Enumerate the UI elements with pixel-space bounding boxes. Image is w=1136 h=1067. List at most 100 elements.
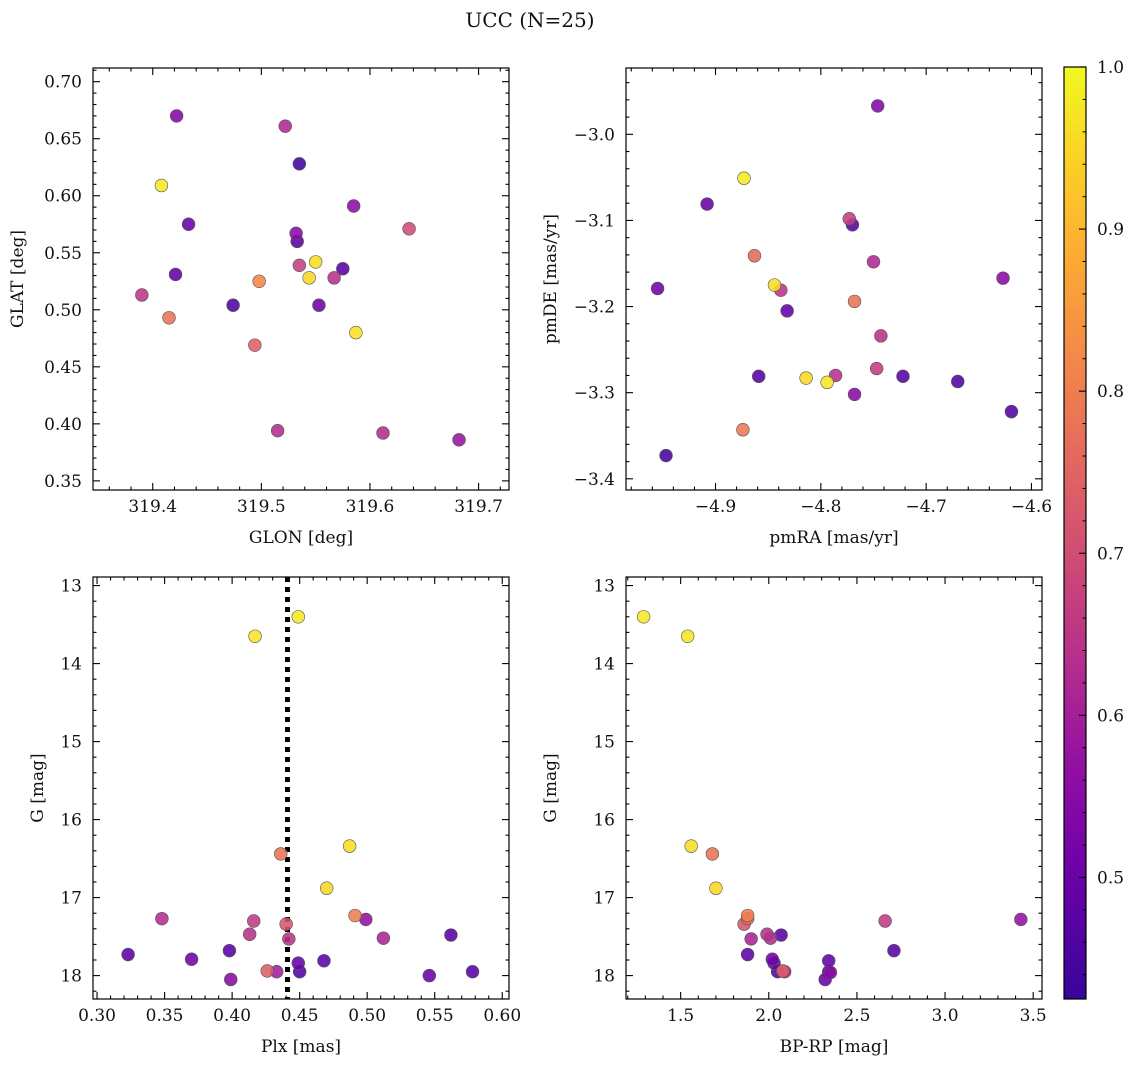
data-point xyxy=(799,371,813,385)
data-point xyxy=(282,932,296,946)
x-axis-label: pmRA [mas/yr] xyxy=(769,528,898,548)
y-tick-label: −3.1 xyxy=(574,211,615,231)
x-tick-label: 0.45 xyxy=(281,1006,319,1026)
data-point xyxy=(869,361,884,376)
x-tick-label: 0.30 xyxy=(78,1006,116,1026)
data-point xyxy=(847,387,862,402)
x-tick-label: 0.50 xyxy=(348,1006,386,1026)
data-point xyxy=(226,298,240,312)
data-point xyxy=(278,119,292,133)
y-tick-label: 17 xyxy=(60,889,82,909)
y-tick-label: 0.35 xyxy=(44,472,82,492)
x-axis-label: BP-RP [mag] xyxy=(780,1037,889,1057)
data-point xyxy=(135,288,149,302)
data-point xyxy=(302,271,316,285)
data-point xyxy=(292,258,307,273)
data-point xyxy=(659,448,673,463)
data-point xyxy=(700,197,714,211)
data-point xyxy=(154,178,169,193)
y-tick-label: −3.2 xyxy=(574,298,615,318)
x-tick-label: 0.35 xyxy=(146,1006,184,1026)
x-tick-label: −4.6 xyxy=(1011,497,1052,517)
data-point xyxy=(252,274,266,288)
y-tick-label: 13 xyxy=(60,577,82,597)
x-tick-label: −4.9 xyxy=(695,497,736,517)
x-tick-label: 2.0 xyxy=(755,1006,782,1026)
data-point xyxy=(744,932,758,946)
x-tick-label: 1.5 xyxy=(667,1006,694,1026)
data-point xyxy=(308,255,323,269)
data-point xyxy=(317,954,331,968)
x-tick-label: 0.55 xyxy=(416,1006,454,1026)
y-tick-label: 0.55 xyxy=(44,244,82,264)
data-point xyxy=(452,433,466,447)
data-point xyxy=(349,325,363,340)
y-axis-label: G [mag] xyxy=(28,753,48,822)
data-point xyxy=(336,262,350,276)
y-tick-label: −3.0 xyxy=(574,125,615,145)
data-point xyxy=(1014,912,1028,927)
data-point xyxy=(346,199,361,213)
colorbar-gradient xyxy=(1063,66,1087,1000)
y-tick-label: 18 xyxy=(593,967,615,987)
data-point xyxy=(737,171,751,185)
y-tick-label: 17 xyxy=(593,889,615,909)
data-point xyxy=(887,943,901,958)
data-point xyxy=(376,426,390,440)
colorbar-tick-label: 0.6 xyxy=(1097,706,1124,726)
y-tick-label: 13 xyxy=(593,577,615,597)
data-point xyxy=(312,298,326,312)
axes-frame xyxy=(625,576,1043,1000)
y-tick-label: 0.60 xyxy=(44,187,82,207)
data-point xyxy=(169,109,184,123)
y-axis-label: pmDE [mas/yr] xyxy=(541,214,561,344)
y-tick-label: 15 xyxy=(593,733,615,753)
data-point xyxy=(767,278,782,292)
y-axis-label: GLAT [deg] xyxy=(8,230,28,328)
x-tick-label: 2.5 xyxy=(843,1006,870,1026)
data-point xyxy=(765,952,780,966)
data-point xyxy=(874,329,888,343)
data-point xyxy=(684,839,698,853)
data-point xyxy=(274,847,288,861)
data-point xyxy=(270,423,285,438)
scatter-panels: 319.4 319.5 319.6 319.7 0.35 0.40 0.45 0.50 0.55… xyxy=(8,67,1052,1057)
data-point xyxy=(155,911,169,926)
x-tick-label: 319.4 xyxy=(128,497,177,517)
panel-2: −4.9 −4.8 −4.7 −4.6 −3.4 −3.3 −3.2 −3.1 −3.0 pmRA… xyxy=(541,67,1052,548)
data-point xyxy=(247,914,261,928)
ticks xyxy=(626,68,1042,490)
data-point xyxy=(866,255,881,269)
data-point xyxy=(740,908,755,923)
axes-frame xyxy=(625,67,1043,491)
data-point xyxy=(650,281,665,296)
data-point xyxy=(760,927,774,941)
y-tick-label: 0.45 xyxy=(44,358,82,378)
y-tick-label: 16 xyxy=(593,811,615,831)
colorbar-tick-label: 0.9 xyxy=(1097,220,1124,240)
data-point xyxy=(705,847,720,861)
data-point xyxy=(289,226,303,241)
data-point xyxy=(996,271,1010,285)
y-tick-label: 14 xyxy=(60,655,82,675)
data-point xyxy=(896,369,910,384)
y-tick-label: −3.4 xyxy=(574,470,615,490)
x-tick-label: 319.6 xyxy=(346,497,395,517)
y-tick-label: −3.3 xyxy=(574,384,615,404)
panel-3: 0.30 0.35 0.40 0.45 0.50 0.55 0.60 13 14 15 16 17 18… xyxy=(28,576,521,1057)
data-point xyxy=(951,374,965,389)
colorbar-tick-label: 0.7 xyxy=(1097,544,1124,564)
data-point xyxy=(842,212,856,226)
data-point xyxy=(184,952,199,966)
data-point xyxy=(291,956,305,970)
data-point xyxy=(222,943,237,958)
data-point xyxy=(291,610,305,624)
data-point xyxy=(242,927,257,941)
data-point xyxy=(736,423,750,437)
data-point xyxy=(279,917,293,931)
y-tick-label: 15 xyxy=(60,733,82,753)
x-tick-label: 319.7 xyxy=(454,497,503,517)
data-point xyxy=(422,968,437,983)
x-tick-label: 319.5 xyxy=(237,497,286,517)
